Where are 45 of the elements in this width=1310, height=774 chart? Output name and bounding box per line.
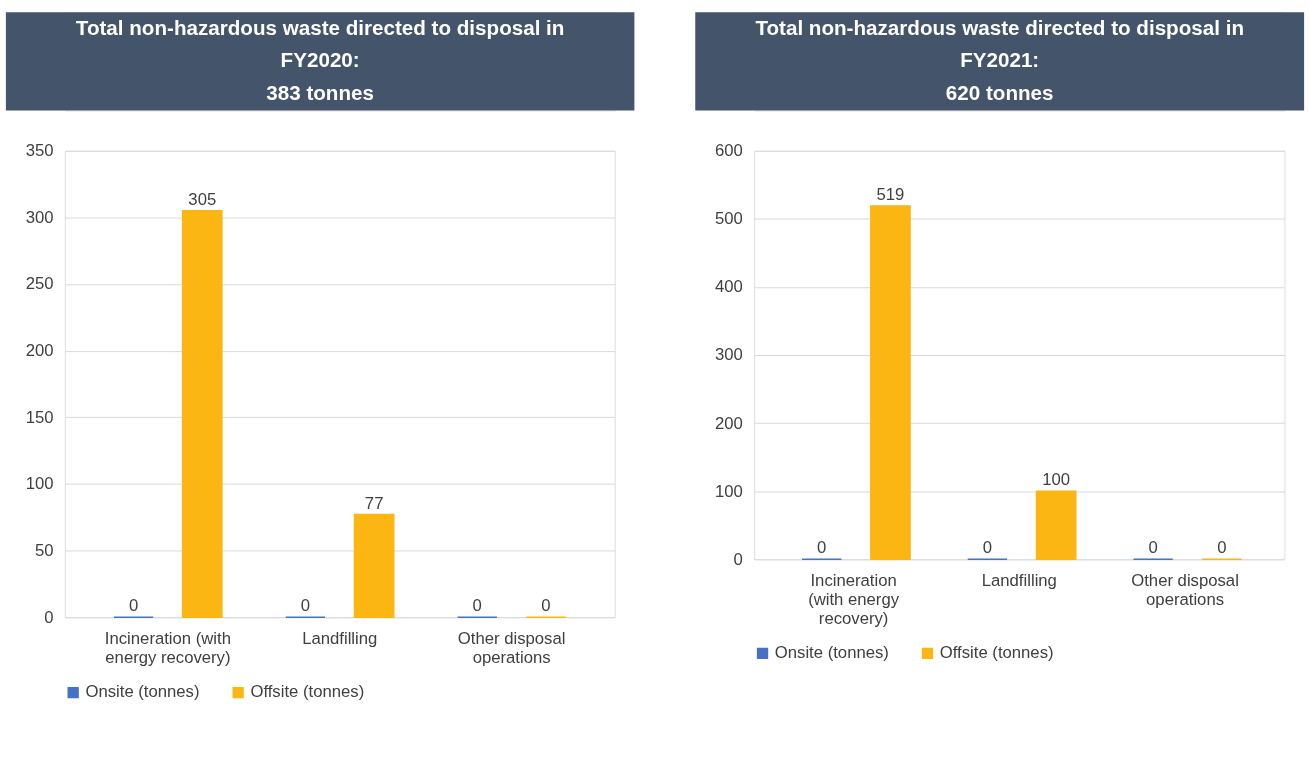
data-label: 0 xyxy=(541,596,551,616)
x-tick-label: Other disposal operations xyxy=(1131,571,1239,609)
chart-title: Total non-hazardous waste directed to disposal in FY2021: xyxy=(755,15,1244,72)
y-tick-label: 350 xyxy=(25,141,54,161)
data-label: 0 xyxy=(128,596,139,616)
y-tick-label: 0 xyxy=(44,607,54,627)
y-tick-label: 150 xyxy=(25,407,54,427)
data-label: 305 xyxy=(188,189,217,209)
y-tick-label: 0 xyxy=(733,549,743,569)
bar xyxy=(353,513,395,618)
data-label: 0 xyxy=(817,538,827,558)
bar xyxy=(1035,490,1077,561)
y-tick-label: 300 xyxy=(715,345,743,365)
x-tick-label: Landfilling xyxy=(302,629,378,649)
x-tick-label: Incineration (with energy recovery) xyxy=(808,571,900,628)
data-label: 0 xyxy=(1217,538,1227,558)
chart-title: Total non-hazardous waste directed to disposal in FY2020: xyxy=(75,15,565,72)
y-tick-label: 100 xyxy=(25,474,54,494)
y-tick-label: 200 xyxy=(715,413,743,433)
y-tick-label: 400 xyxy=(715,277,743,297)
y-tick-label: 200 xyxy=(25,341,54,361)
chart-subtitle: 383 tonnes xyxy=(266,81,374,105)
y-tick-label: 500 xyxy=(715,209,743,229)
x-tick-label: Other disposal operations xyxy=(457,629,566,667)
legend-label: Onsite (tonnes) xyxy=(85,682,200,702)
data-label: 100 xyxy=(1042,470,1071,490)
data-label: 0 xyxy=(982,538,993,558)
chart-subtitle: 620 tonnes xyxy=(945,81,1054,105)
y-tick-label: 100 xyxy=(715,481,743,501)
y-tick-label: 50 xyxy=(34,540,54,560)
legend-label: Offsite (tonnes) xyxy=(939,643,1054,663)
x-tick-label: Incineration (with energy recovery) xyxy=(104,629,231,667)
legend-label: Onsite (tonnes) xyxy=(774,643,889,663)
y-tick-label: 250 xyxy=(25,274,54,294)
bar xyxy=(181,209,223,618)
data-label: 77 xyxy=(364,493,384,513)
y-tick-label: 300 xyxy=(25,207,54,227)
data-label: 0 xyxy=(472,596,482,616)
bar xyxy=(870,205,911,561)
x-tick-label: Landfilling xyxy=(981,571,1057,591)
data-label: 0 xyxy=(1148,538,1158,558)
data-label: 519 xyxy=(876,185,905,205)
data-label: 0 xyxy=(300,596,311,616)
legend-label: Offsite (tonnes) xyxy=(250,682,365,702)
y-tick-label: 600 xyxy=(715,141,743,161)
